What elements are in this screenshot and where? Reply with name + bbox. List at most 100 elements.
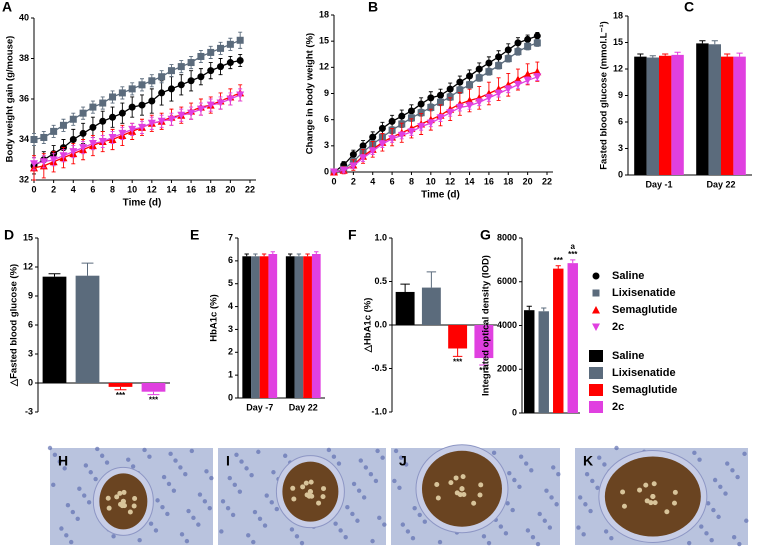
y-tick-label: 40: [19, 12, 29, 22]
x-tick-label: 14: [465, 176, 475, 186]
marker: [523, 76, 532, 85]
y-tick-label: 12: [613, 63, 623, 73]
nucleus: [207, 505, 212, 511]
islet-cell: [308, 479, 314, 485]
islet-cell: [448, 480, 454, 486]
marker: [504, 46, 512, 54]
y-axis-label: HbA1c (%): [209, 294, 220, 342]
nucleus: [537, 511, 542, 517]
error-bar: [637, 53, 644, 57]
marker: [436, 114, 445, 122]
marker: [513, 81, 522, 89]
marker: [426, 119, 435, 128]
error-bar: [400, 283, 410, 292]
marker: [69, 115, 77, 123]
islet-cell: [307, 489, 313, 495]
nucleus: [380, 455, 385, 460]
error-bar: [314, 251, 319, 254]
nucleus: [590, 478, 595, 484]
marker: [148, 97, 156, 105]
error-bar: [526, 305, 532, 311]
marker: [495, 62, 503, 70]
marker: [397, 131, 406, 140]
nucleus: [64, 533, 69, 538]
marker: [524, 42, 532, 50]
marker: [475, 65, 483, 73]
y-tick-label: 1.0: [374, 232, 387, 242]
marker: [79, 144, 88, 152]
marker: [69, 136, 77, 143]
y-tick-label: 6: [228, 255, 233, 265]
legend-swatch: [589, 367, 603, 379]
legend-label: Saline: [612, 350, 644, 362]
error-bar: [724, 53, 731, 57]
micrograph-label: I: [226, 453, 230, 469]
marker: [236, 91, 245, 99]
marker: [437, 98, 444, 106]
islet-cell: [651, 481, 657, 487]
series-line: [333, 35, 538, 173]
marker: [533, 32, 541, 40]
marker: [69, 148, 78, 156]
bar: [524, 310, 535, 413]
bar: [268, 254, 278, 398]
bar: [285, 256, 295, 398]
marker: [417, 100, 425, 108]
nucleus: [437, 539, 443, 545]
significance: a: [571, 242, 576, 251]
y-tick-label: 9: [324, 88, 329, 98]
y-tick-label: 0: [324, 166, 329, 176]
nucleus: [382, 522, 387, 527]
panel-letter: A: [2, 0, 12, 15]
nucleus: [554, 502, 559, 507]
marker: [226, 95, 235, 103]
nucleus: [264, 493, 269, 498]
error-bar: [699, 40, 706, 44]
y-axis-label: Change in body weight (%): [305, 33, 316, 154]
marker: [485, 59, 493, 67]
islet-cell: [477, 492, 483, 498]
islet-cell: [434, 482, 440, 488]
marker: [197, 52, 205, 60]
nucleus: [271, 470, 276, 475]
marker: [456, 78, 464, 86]
x-tick-label: 12: [445, 176, 455, 186]
y-tick-label: 32: [19, 174, 29, 184]
nucleus: [699, 524, 704, 529]
nucleus: [153, 528, 159, 533]
nucleus: [251, 539, 256, 545]
bar: [646, 57, 659, 176]
islet-cell: [121, 503, 127, 509]
marker: [187, 109, 196, 118]
nucleus: [148, 521, 154, 526]
y-tick-label: 3: [228, 324, 233, 334]
marker: [359, 154, 368, 163]
marker: [167, 67, 175, 75]
nucleus: [99, 453, 105, 458]
x-tick-label: 0: [331, 176, 336, 186]
nucleus: [510, 507, 515, 513]
marker: [427, 94, 435, 102]
marker: [495, 53, 503, 61]
nucleus: [331, 454, 337, 459]
marker: [138, 123, 146, 132]
nucleus: [234, 452, 239, 457]
panel: D △Fasted blood glucose (%) -3 0 3 6 9 12 15 *** *…: [4, 227, 170, 416]
bar: [733, 56, 746, 176]
marker: [187, 77, 195, 85]
panel: C Fasted blood glucose (mmol.L⁻¹) 0 3 6 9 12 15…: [599, 0, 752, 189]
bar: [395, 291, 415, 325]
nucleus: [160, 504, 165, 510]
nucleus: [345, 504, 350, 510]
nucleus: [363, 465, 369, 470]
nucleus: [549, 495, 554, 500]
nucleus: [486, 540, 492, 546]
nucleus: [166, 481, 172, 487]
y-tick-label: 36: [19, 93, 29, 103]
marker: [40, 133, 48, 141]
x-tick-label: 8: [409, 176, 414, 186]
y-tick-label: 18: [613, 10, 623, 20]
y-axis-label: Body weight gain (g/mouse): [5, 36, 16, 163]
nucleus: [189, 448, 195, 454]
error-bar: [147, 391, 160, 396]
